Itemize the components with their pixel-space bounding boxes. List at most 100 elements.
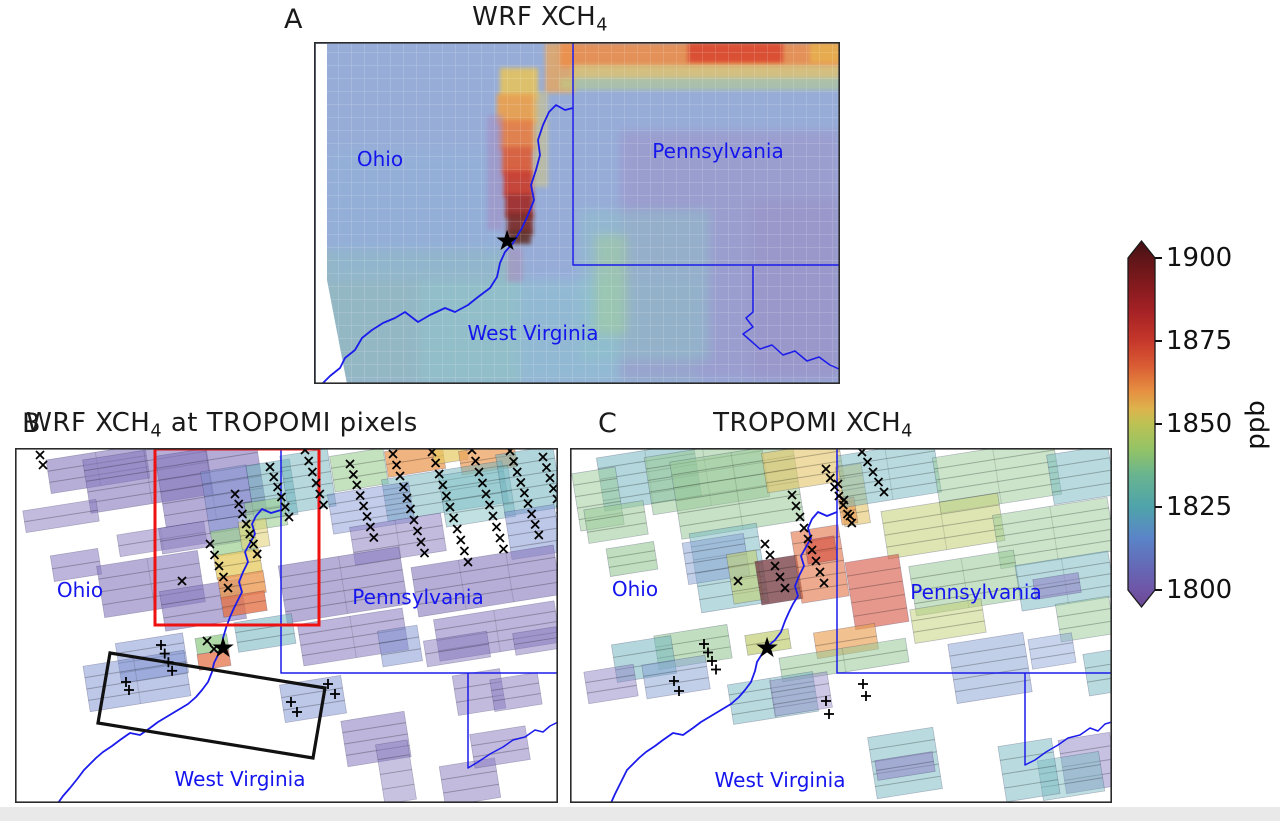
pixel-x-marker [223, 583, 233, 593]
pixel-x-marker [868, 467, 878, 477]
pixel-x-marker [791, 501, 801, 511]
pixel-plus-marker [674, 686, 684, 696]
pixel-plus-marker [286, 697, 296, 707]
state-border-line [742, 266, 840, 370]
pixel-x-marker [873, 477, 884, 487]
tropomi-pixel-patch [1027, 632, 1077, 670]
tropomi-pixel-patch [641, 654, 711, 700]
pixel-x-marker [545, 473, 555, 483]
pixel-x-marker [38, 460, 48, 470]
tropomi-pixel-patch [778, 637, 910, 683]
pixel-plus-marker [703, 647, 713, 658]
tropomi-pixel-patch [931, 448, 1063, 514]
pixel-plus-marker [330, 689, 340, 699]
pixel-x-marker [847, 518, 857, 528]
tropomi-pixel-patch [438, 757, 502, 803]
pixel-x-marker [799, 523, 809, 533]
pixel-x-marker [391, 460, 402, 470]
pixel-x-marker [300, 448, 310, 455]
pixel-x-marker [541, 462, 552, 473]
pixel-plus-marker [821, 696, 831, 706]
state-label-west-virginia: West Virginia [175, 767, 306, 791]
pixel-x-marker [209, 550, 220, 560]
pixel-x-marker [770, 561, 780, 571]
pixel-x-marker [508, 456, 519, 467]
state-label-ohio: Ohio [612, 577, 658, 601]
panel-c-canvas: ★ Ohio Pennsylvania West Virginia [570, 448, 1112, 803]
pixel-x-marker [234, 499, 244, 509]
tropomi-pixel-patch [422, 630, 492, 668]
pixel-x-marker [498, 544, 509, 554]
tropomi-pixel-patch [49, 548, 103, 582]
tropomi-pixel-patch [196, 649, 232, 671]
panel-a-title: WRF XCH4 [472, 2, 608, 35]
pixel-x-marker [470, 456, 481, 466]
pixel-x-marker [438, 480, 448, 490]
colorbar-tick-1825: 1825 [1166, 492, 1233, 522]
pixel-x-marker [284, 512, 294, 522]
colorbar-tick-1900: 1900 [1166, 243, 1233, 273]
tropomi-pixel-patch [583, 663, 639, 705]
tropomi-pixel-patch [583, 500, 649, 544]
pixel-plus-marker [159, 648, 170, 659]
pixel-x-marker [780, 583, 790, 593]
pixel-x-marker [477, 478, 488, 488]
pixel-x-marker [821, 464, 831, 474]
tropomi-pixel-patch [769, 671, 833, 717]
pixel-x-marker [807, 545, 817, 555]
pixel-x-marker [365, 522, 376, 532]
pixel-x-marker [548, 483, 558, 494]
pixel-x-marker [230, 489, 240, 499]
tropomi-pixel-patch [844, 553, 910, 631]
pixel-x-marker [534, 530, 544, 540]
ohio-river-line [321, 104, 574, 384]
figure-bottom-margin [0, 807, 1280, 821]
tropomi-pixel-patch [200, 464, 256, 534]
tropomi-pixel-patch [277, 546, 409, 624]
pixel-x-marker [352, 480, 362, 490]
pixel-x-marker [445, 502, 455, 512]
pixel-x-marker [304, 456, 314, 466]
pixel-x-marker [358, 501, 369, 511]
pixel-x-marker [523, 498, 533, 509]
pixel-x-marker [516, 477, 526, 488]
panel-frame [314, 42, 840, 384]
pixel-x-marker [484, 500, 495, 510]
pixel-x-marker [448, 513, 459, 523]
panel-a-title-subscript: 4 [596, 15, 608, 36]
pixel-x-marker [276, 492, 287, 502]
background-region-black-box [96, 651, 327, 760]
pixel-x-marker [252, 549, 262, 559]
pixel-x-marker [355, 490, 365, 501]
tropomi-pixel-patch [233, 613, 297, 653]
pixel-plus-marker [699, 639, 709, 649]
state-border-line [1024, 673, 1112, 766]
colorbar-gradient-bar [1127, 239, 1156, 609]
tropomi-pixel-patch [947, 632, 1033, 704]
panel-a-letter: A [284, 4, 303, 35]
state-border-line [280, 448, 558, 674]
pixel-x-marker [456, 535, 466, 545]
tropomi-pixel-patch [908, 549, 1022, 617]
pixel-x-marker [362, 511, 372, 522]
tropomi-pixel-patch [909, 598, 987, 644]
panel-c-title-subscript: 4 [901, 421, 913, 442]
tropomi-pixel-patch [22, 498, 100, 534]
state-label-west-virginia: West Virginia [715, 768, 846, 792]
source-star-marker: ★ [494, 224, 519, 257]
pixel-x-marker [345, 459, 355, 469]
pixel-x-marker [430, 458, 441, 468]
panel-b-title-post: at TROPOMI pixels [162, 408, 418, 438]
panel-c-title: TROPOMI XCH4 [713, 408, 913, 441]
pixel-x-marker [311, 478, 321, 488]
pixel-x-marker [214, 561, 224, 571]
pixel-x-marker [519, 488, 530, 498]
panel-a-canvas: ★ Ohio Pennsylvania West Virginia [314, 42, 840, 384]
pixel-x-marker [825, 473, 835, 483]
tropomi-pixel-patch [489, 672, 543, 712]
panel-a-title-main: WRF XCH [472, 2, 597, 32]
pixel-plus-marker [861, 691, 871, 701]
panel-frame [15, 448, 558, 803]
pixel-x-marker [280, 502, 290, 512]
pixel-x-marker [269, 472, 279, 482]
